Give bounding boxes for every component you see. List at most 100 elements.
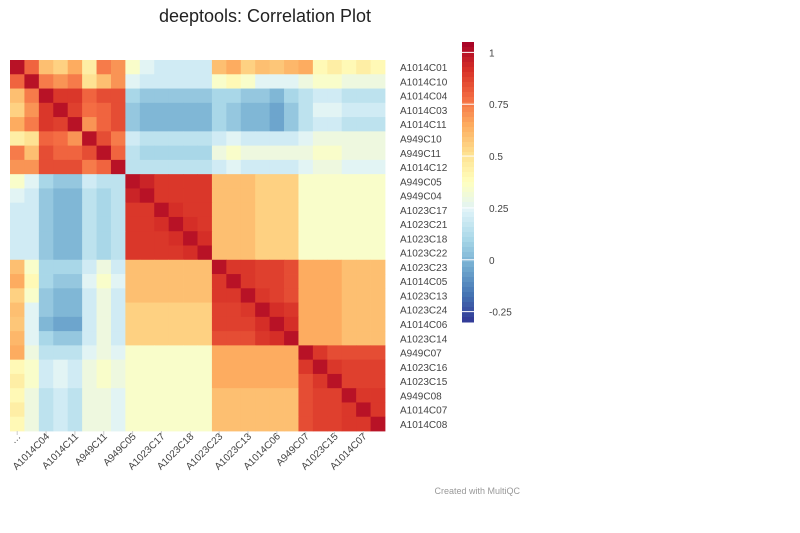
heatmap-cell[interactable] <box>284 259 299 275</box>
heatmap-cell[interactable] <box>226 274 242 289</box>
heatmap-cell[interactable] <box>226 245 242 261</box>
heatmap-cell[interactable] <box>312 131 328 147</box>
heatmap-cell[interactable] <box>38 174 54 189</box>
heatmap-cell[interactable] <box>356 416 371 432</box>
heatmap-cell[interactable] <box>269 302 285 318</box>
heatmap-cell[interactable] <box>96 216 112 232</box>
heatmap-cell[interactable] <box>240 259 256 275</box>
heatmap-cell[interactable] <box>327 159 343 175</box>
heatmap-cell[interactable] <box>10 388 25 403</box>
heatmap-cell[interactable] <box>341 159 357 175</box>
heatmap-cell[interactable] <box>269 145 285 161</box>
heatmap-cell[interactable] <box>168 202 184 218</box>
heatmap-cell[interactable] <box>38 88 54 104</box>
heatmap-cell[interactable] <box>125 402 141 418</box>
heatmap-cell[interactable] <box>312 274 328 289</box>
heatmap-cell[interactable] <box>211 60 227 75</box>
heatmap-cell[interactable] <box>284 274 299 289</box>
heatmap-cell[interactable] <box>298 202 314 218</box>
heatmap-cell[interactable] <box>284 402 299 418</box>
heatmap-cell[interactable] <box>211 416 227 432</box>
heatmap-cell[interactable] <box>183 60 198 75</box>
heatmap-cell[interactable] <box>125 159 141 175</box>
heatmap-cell[interactable] <box>82 145 97 161</box>
heatmap-cell[interactable] <box>312 345 328 361</box>
heatmap-cell[interactable] <box>110 331 126 346</box>
heatmap-cell[interactable] <box>356 245 371 261</box>
heatmap-cell[interactable] <box>255 359 271 375</box>
heatmap-cell[interactable] <box>24 231 40 246</box>
heatmap-cell[interactable] <box>154 345 170 361</box>
heatmap-cell[interactable] <box>341 174 357 189</box>
heatmap-cell[interactable] <box>240 174 256 189</box>
heatmap-cell[interactable] <box>53 416 69 432</box>
heatmap-cell[interactable] <box>168 231 184 246</box>
heatmap-cell[interactable] <box>82 102 97 118</box>
heatmap-cell[interactable] <box>197 373 213 389</box>
heatmap-cell[interactable] <box>110 74 126 89</box>
heatmap-cell[interactable] <box>341 359 357 375</box>
heatmap-cell[interactable] <box>226 302 242 318</box>
heatmap-cell[interactable] <box>298 88 314 104</box>
heatmap-cell[interactable] <box>183 331 198 346</box>
heatmap-cell[interactable] <box>327 117 343 132</box>
heatmap-cell[interactable] <box>53 373 69 389</box>
heatmap-cell[interactable] <box>298 402 314 418</box>
heatmap-cell[interactable] <box>298 174 314 189</box>
heatmap-cell[interactable] <box>197 159 213 175</box>
heatmap-cell[interactable] <box>110 131 126 147</box>
heatmap-cell[interactable] <box>183 416 198 432</box>
heatmap-cell[interactable] <box>370 231 386 246</box>
heatmap-cell[interactable] <box>82 202 97 218</box>
heatmap-cell[interactable] <box>327 302 343 318</box>
heatmap-cell[interactable] <box>110 274 126 289</box>
heatmap-cell[interactable] <box>370 373 386 389</box>
heatmap-cell[interactable] <box>183 188 198 204</box>
heatmap-cell[interactable] <box>255 345 271 361</box>
heatmap-cell[interactable] <box>312 359 328 375</box>
heatmap-cell[interactable] <box>341 373 357 389</box>
heatmap-cell[interactable] <box>197 245 213 261</box>
heatmap-cell[interactable] <box>370 202 386 218</box>
heatmap-cell[interactable] <box>211 373 227 389</box>
heatmap-cell[interactable] <box>312 117 328 132</box>
heatmap-cell[interactable] <box>240 117 256 132</box>
heatmap-cell[interactable] <box>284 159 299 175</box>
heatmap-cell[interactable] <box>197 74 213 89</box>
heatmap-cell[interactable] <box>10 117 25 132</box>
heatmap-cell[interactable] <box>10 402 25 418</box>
heatmap-cell[interactable] <box>226 88 242 104</box>
heatmap-cell[interactable] <box>53 388 69 403</box>
heatmap-cell[interactable] <box>284 102 299 118</box>
heatmap-cell[interactable] <box>10 345 25 361</box>
heatmap-cell[interactable] <box>24 202 40 218</box>
heatmap-cell[interactable] <box>139 88 155 104</box>
heatmap-cell[interactable] <box>82 345 97 361</box>
heatmap-cell[interactable] <box>211 174 227 189</box>
heatmap-cell[interactable] <box>10 274 25 289</box>
heatmap-cell[interactable] <box>38 288 54 303</box>
heatmap-cell[interactable] <box>168 359 184 375</box>
heatmap-cell[interactable] <box>312 288 328 303</box>
heatmap-cell[interactable] <box>183 402 198 418</box>
heatmap-cell[interactable] <box>10 316 25 332</box>
heatmap-cell[interactable] <box>255 102 271 118</box>
heatmap-cell[interactable] <box>255 274 271 289</box>
heatmap-cell[interactable] <box>356 402 371 418</box>
heatmap-cell[interactable] <box>356 302 371 318</box>
heatmap-cell[interactable] <box>226 216 242 232</box>
heatmap-cell[interactable] <box>370 331 386 346</box>
heatmap-cell[interactable] <box>370 416 386 432</box>
heatmap-cell[interactable] <box>67 345 83 361</box>
heatmap-cell[interactable] <box>327 174 343 189</box>
heatmap-cell[interactable] <box>284 88 299 104</box>
heatmap-cell[interactable] <box>255 202 271 218</box>
heatmap-cell[interactable] <box>53 359 69 375</box>
heatmap-cell[interactable] <box>125 174 141 189</box>
heatmap-cell[interactable] <box>298 216 314 232</box>
heatmap-cell[interactable] <box>139 402 155 418</box>
heatmap-cell[interactable] <box>53 159 69 175</box>
heatmap-cell[interactable] <box>110 345 126 361</box>
heatmap-cell[interactable] <box>82 231 97 246</box>
heatmap-cell[interactable] <box>197 359 213 375</box>
